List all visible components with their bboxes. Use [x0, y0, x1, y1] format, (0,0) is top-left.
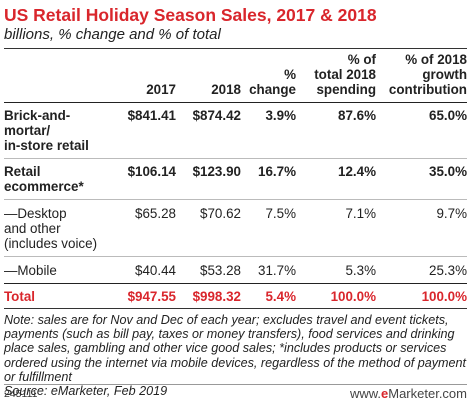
cell-change: 16.7% — [258, 164, 296, 179]
cell-spending: 87.6% — [338, 108, 376, 123]
cell-2017: $40.44 — [135, 263, 176, 278]
table-row: Brick-and- mortar/ in-store retail $841.… — [4, 103, 467, 159]
cell-change: 31.7% — [258, 263, 296, 278]
row-label: Brick-and- mortar/ in-store retail — [4, 108, 89, 153]
col-header-2017: 2017 — [146, 82, 176, 97]
cell-2017: $841.41 — [127, 108, 176, 123]
brand-prefix: www. — [349, 386, 382, 401]
cell-growth: 65.0% — [429, 108, 467, 123]
chart-title: US Retail Holiday Season Sales, 2017 & 2… — [4, 5, 377, 25]
brand-e: e — [381, 386, 389, 401]
row-label: Total — [4, 289, 35, 304]
table-row: Retail ecommerce* $106.14 $123.90 16.7% … — [4, 159, 467, 200]
cell-growth: 9.7% — [436, 206, 467, 221]
cell-change: 5.4% — [265, 289, 296, 304]
col-header-change: % change — [249, 67, 296, 97]
cell-2017: $65.28 — [135, 206, 176, 221]
cell-change: 7.5% — [265, 206, 296, 221]
row-label: —Desktop and other (includes voice) — [4, 206, 98, 251]
cell-change: 3.9% — [265, 108, 296, 123]
chart-table: US Retail Holiday Season Sales, 2017 & 2… — [4, 0, 467, 398]
col-header-2018: 2018 — [211, 82, 241, 97]
cell-2018: $998.32 — [192, 289, 241, 304]
total-row: Total $947.55 $998.32 5.4% 100.0% 100.0% — [4, 283, 467, 309]
table-row: —Desktop and other (includes voice) $65.… — [4, 200, 467, 257]
table-row: —Mobile $40.44 $53.28 31.7% 5.3% 25.3% — [4, 257, 467, 284]
cell-spending: 12.4% — [338, 164, 376, 179]
cell-2017: $947.55 — [127, 289, 176, 304]
brand-logo[interactable]: www.eMarketer.com — [350, 386, 467, 401]
chart-id: 245111 — [4, 388, 38, 400]
cell-spending: 100.0% — [330, 289, 376, 304]
col-header-label — [4, 49, 116, 103]
col-header-growth: % of 2018 growth contribution — [388, 52, 467, 97]
cell-2018: $123.90 — [192, 164, 241, 179]
cell-growth: 35.0% — [429, 164, 467, 179]
header-row: 2017 2018 % change % of total 2018 spend… — [4, 48, 467, 103]
chart-note: Note: sales are for Nov and Dec of each … — [4, 313, 467, 384]
brand-suffix: Marketer.com — [388, 386, 467, 401]
cell-2017: $106.14 — [127, 164, 176, 179]
cell-2018: $53.28 — [200, 263, 241, 278]
chart-subtitle: billions, % change and % of total — [4, 26, 221, 43]
cell-growth: 100.0% — [421, 289, 467, 304]
row-label: Retail ecommerce* — [4, 164, 84, 194]
chart-source: Source: eMarketer, Feb 2019 — [4, 384, 168, 399]
cell-2018: $70.62 — [200, 206, 241, 221]
cell-spending: 5.3% — [345, 263, 376, 278]
footer: 245111 www.eMarketer.com — [4, 384, 467, 404]
cell-spending: 7.1% — [345, 206, 376, 221]
cell-growth: 25.3% — [429, 263, 467, 278]
row-label: —Mobile — [4, 263, 57, 278]
cell-2018: $874.42 — [192, 108, 241, 123]
data-table: 2017 2018 % change % of total 2018 spend… — [4, 48, 467, 309]
col-header-spending: % of total 2018 spending — [314, 52, 376, 97]
